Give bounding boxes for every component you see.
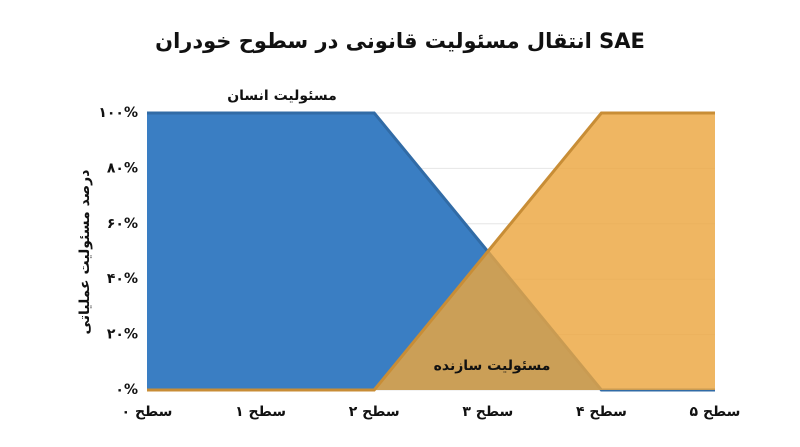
x-tick-label: سطح ۱	[235, 404, 286, 420]
y-tick-label: ۶۰%	[107, 216, 138, 232]
annotation: مسئولیت انسان	[227, 88, 337, 104]
area	[147, 113, 715, 390]
x-tick-label: سطح ۲	[349, 404, 400, 420]
x-tick-label: سطح ٠	[122, 404, 173, 420]
area-edge	[147, 111, 715, 392]
x-tick-label: سطح ۵	[690, 404, 741, 420]
x-tick-label: سطح ۴	[576, 404, 627, 420]
y-tick-label: ۲۰%	[107, 327, 138, 343]
x-tick-label: سطح ۳	[462, 404, 513, 420]
y-tick-label: ۱۰۰%	[98, 105, 138, 121]
y-tick-label: ٠%	[115, 382, 138, 398]
y-tick-label: ۴۰%	[107, 271, 138, 287]
area	[147, 113, 715, 390]
annotation: مسئولیت سازنده	[434, 358, 551, 374]
y-tick-label: ۸۰%	[107, 160, 138, 176]
chart-title: انتقال مسئولیت قانونی در سطوح خودران SAE	[155, 29, 645, 53]
y-axis-label: درصد مسئولیت عملیاتی	[77, 170, 93, 335]
